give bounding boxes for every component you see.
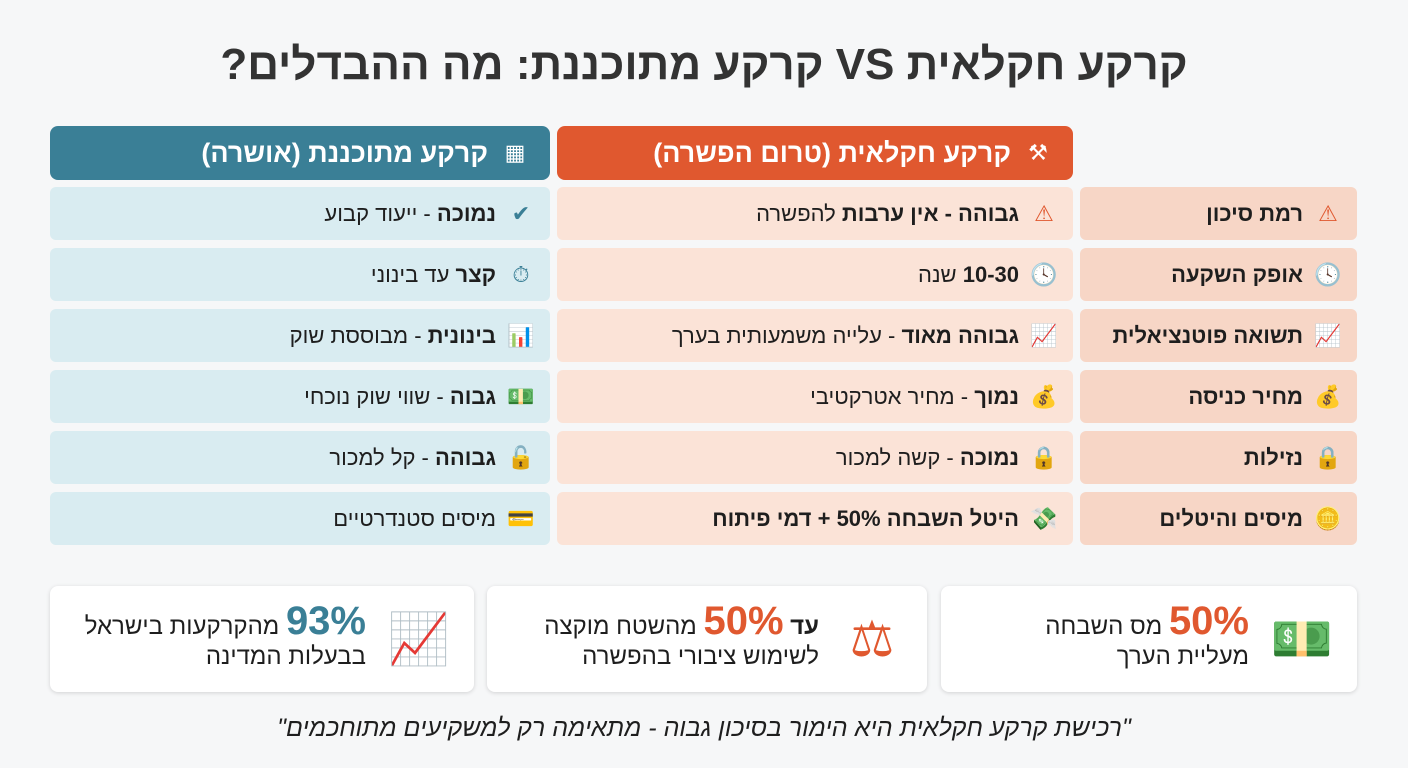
stat-text: מהקרקעות בישראל xyxy=(84,613,286,640)
bar-chart-icon: 📈 xyxy=(387,611,451,667)
scale-icon: ⚖ xyxy=(849,611,895,667)
row-label: 💰 מחיר כניסה xyxy=(1080,370,1357,423)
planned-value: 💳 מיסים סטנדרטיים xyxy=(50,492,550,545)
header-label: קרקע חקלאית (טרום הפשרה) xyxy=(653,137,1011,168)
blueprint-icon: ▦ xyxy=(504,140,526,165)
clock-icon: 🕓 xyxy=(1314,261,1342,287)
planned-value: 🔓 גבוהה - קל למכור xyxy=(50,431,550,484)
agricultural-value: 🔒 נמוכה - קשה למכור xyxy=(557,431,1073,484)
planned-value: 📊 בינונית - מבוססת שוק xyxy=(50,309,550,362)
money-bag-icon: 💰 xyxy=(1314,383,1342,409)
flying-money-icon: 💸 xyxy=(1030,505,1058,531)
row-label: 📈 תשואה פוטנציאלית xyxy=(1080,309,1357,362)
stat-card-state-ownership: 📈 93% מהקרקעות בישראל בבעלות המדינה xyxy=(50,586,474,692)
stat-value: 50% xyxy=(703,599,784,643)
quote: "רכישת קרקע חקלאית היא הימור בסיכון גבוה… xyxy=(277,714,1131,742)
unlock-icon: 🔓 xyxy=(507,444,535,470)
row-label: 🕓 אופק השקעה xyxy=(1080,248,1357,301)
stat-text: מעליית הערך xyxy=(1116,643,1249,670)
lock-icon: 🔒 xyxy=(1314,444,1342,470)
value-bold: קצר xyxy=(455,261,496,287)
value-text: - ייעוד קבוע xyxy=(324,200,437,226)
stat-text: מהשטח מוקצה xyxy=(544,613,704,640)
stat-value: 93% xyxy=(285,599,366,643)
value-bold: גבוהה - אין ערבות xyxy=(841,200,1019,226)
plow-icon: ⚒ xyxy=(1028,140,1048,165)
check-icon: ✔ xyxy=(511,200,531,226)
value-text: - עלייה משמעותית בערך xyxy=(671,322,902,348)
agricultural-value: 💸 היטל השבחה 50% + דמי פיתוח xyxy=(557,492,1073,545)
page-title: קרקע חקלאית VS קרקע מתוכננת: מה ההבדלים? xyxy=(220,40,1188,89)
row-label-text: נזילות xyxy=(1243,444,1303,470)
row-label-text: מיסים והיטלים xyxy=(1159,505,1303,531)
value-bold: גבוהה xyxy=(435,444,496,470)
warning-icon: ⚠ xyxy=(1318,200,1338,226)
cash-stack-icon: 💵 xyxy=(507,383,535,409)
value-text: - שווי שוק נוכחי xyxy=(304,383,450,409)
value-text: שנה xyxy=(918,261,963,287)
value-text: - קשה למכור xyxy=(835,444,960,470)
planned-value: ⏱ קצר עד בינוני xyxy=(50,248,550,301)
value-text: - מבוססת שוק xyxy=(289,322,428,348)
value-text: - קל למכור xyxy=(329,444,435,470)
stopwatch-icon: ⏱ xyxy=(512,261,530,287)
value-bold: נמוכה xyxy=(436,200,496,226)
value-text: עד בינוני xyxy=(370,261,456,287)
stat-prefix: עד xyxy=(783,613,819,640)
value-text: מיסים סטנדרטיים xyxy=(333,505,496,531)
row-label-text: תשואה פוטנציאלית xyxy=(1112,322,1303,348)
value-bold: בינונית xyxy=(427,322,496,348)
row-label: ⚠ רמת סיכון xyxy=(1080,187,1357,240)
value-bold: 10-30 xyxy=(962,261,1019,287)
lock-icon: 🔒 xyxy=(1030,444,1058,470)
chart-up-icon: 📈 xyxy=(1314,322,1342,348)
agricultural-value: 💰 נמוך - מחיר אטרקטיבי xyxy=(557,370,1073,423)
row-label: 🪙 מיסים והיטלים xyxy=(1080,492,1357,545)
value-text: - מחיר אטרקטיבי xyxy=(810,383,975,409)
chart-up-icon: 📈 xyxy=(1030,322,1058,348)
red-warning-icon: ⚠ xyxy=(1034,200,1054,226)
stat-value: 50% xyxy=(1168,599,1249,643)
row-label-text: רמת סיכון xyxy=(1206,200,1303,226)
agricultural-value: 📈 גבוהה מאוד - עלייה משמעותית בערך xyxy=(557,309,1073,362)
value-bold: נמוך xyxy=(974,383,1019,409)
header-agricultural: ⚒ קרקע חקלאית (טרום הפשרה) xyxy=(557,126,1073,180)
value-bold: נמוכה xyxy=(959,444,1019,470)
row-label-text: מחיר כניסה xyxy=(1188,383,1303,409)
stat-card-betterment-tax: 💵 50% מס השבחה מעליית הערך xyxy=(941,586,1357,692)
bar-chart-icon: 📊 xyxy=(507,322,535,348)
agricultural-value: 🕓 10-30 שנה xyxy=(557,248,1073,301)
value-bold: היטל השבחה 50% + דמי פיתוח xyxy=(712,505,1019,531)
clock-icon: 🕓 xyxy=(1030,261,1058,287)
stat-text: מס השבחה xyxy=(1045,613,1169,640)
agricultural-value: ⚠ גבוהה - אין ערבות להפשרה xyxy=(557,187,1073,240)
planned-value: ✔ נמוכה - ייעוד קבוע xyxy=(50,187,550,240)
credit-card-icon: 💳 xyxy=(507,505,535,531)
value-bold: גבוהה מאוד xyxy=(901,322,1019,348)
stat-text: לשימוש ציבורי בהפשרה xyxy=(582,643,819,670)
cash-stack-icon: 💵 xyxy=(1270,611,1334,667)
row-label-text: אופק השקעה xyxy=(1171,261,1303,287)
planned-value: 💵 גבוה - שווי שוק נוכחי xyxy=(50,370,550,423)
money-bag-icon: 💰 xyxy=(1030,383,1058,409)
row-label: 🔒 נזילות xyxy=(1080,431,1357,484)
coins-icon: 🪙 xyxy=(1314,505,1342,531)
value-bold: גבוה xyxy=(449,383,496,409)
value-text: להפשרה xyxy=(756,200,842,226)
header-label: קרקע מתוכננת (אושרה) xyxy=(201,137,488,168)
header-planned: ▦ קרקע מתוכננת (אושרה) xyxy=(50,126,550,180)
stat-text: בבעלות המדינה xyxy=(205,643,366,670)
stat-card-public-allocation: ⚖ עד 50% מהשטח מוקצה לשימוש ציבורי בהפשרה xyxy=(487,586,927,692)
